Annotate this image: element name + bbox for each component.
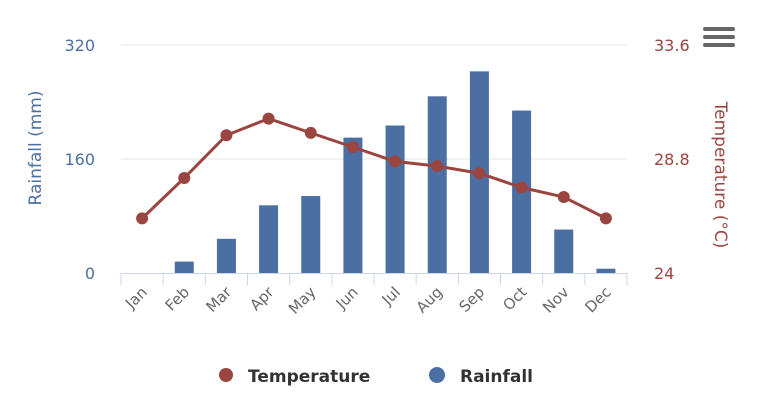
right-axis-tick-label: 24 [654, 264, 674, 283]
x-axis-tick-label: Jul [378, 283, 404, 309]
legend-marker-rainfall [429, 367, 445, 383]
x-axis-tick-label: Oct [499, 283, 530, 314]
temperature-point-dec [599, 212, 612, 225]
x-axis-tick-label: Mar [202, 283, 235, 316]
temperature-line [141, 117, 607, 220]
right-axis-tick-label: 33.6 [654, 36, 690, 55]
left-axis-tick-label: 320 [64, 36, 95, 55]
temperature-point-feb [178, 172, 191, 184]
temperature-point-mar [220, 129, 233, 142]
x-axis-tick-label: Jun [332, 283, 362, 313]
legend-item-temperature[interactable]: Temperature [219, 367, 370, 387]
temperature-point-jan [136, 212, 149, 225]
temperature-point-jul [389, 155, 402, 168]
x-axis-tick-label: Sep [456, 283, 489, 316]
bar-rainfall-aug [427, 96, 447, 273]
legend-item-rainfall[interactable]: Rainfall [429, 367, 533, 387]
bar-rainfall-mar [216, 238, 236, 273]
right-axis-tick-label: 28.8 [654, 150, 690, 169]
bar-rainfall-may [301, 196, 321, 273]
temperature-point-nov [557, 191, 570, 203]
temperature-point-jun [346, 141, 359, 154]
legend-label-rainfall: Rainfall [460, 367, 533, 387]
temperature-point-sep [473, 167, 486, 180]
x-axis-tick-label: Apr [246, 283, 278, 315]
legend-label-temperature: Temperature [248, 367, 370, 387]
temperature-point-may [304, 126, 317, 139]
x-axis-tick-label: May [285, 283, 320, 318]
bar-rainfall-dec [596, 268, 616, 273]
x-axis-tick-label: Feb [162, 283, 194, 315]
legend-marker-temperature [219, 368, 233, 382]
temperature-point-apr [262, 112, 275, 125]
temperature-point-aug [431, 160, 444, 173]
temperature-point-oct [515, 181, 528, 194]
bar-rainfall-jun [343, 137, 363, 273]
hamburger-menu-icon[interactable] [703, 27, 735, 47]
x-axis-tick-label: Dec [581, 283, 614, 316]
right-axis-title: Temperature (°C) [710, 101, 730, 249]
left-axis-tick-label: 0 [85, 264, 95, 283]
x-axis-tick-label: Nov [539, 283, 573, 317]
bar-rainfall-apr [259, 205, 279, 273]
bar-rainfall-feb [174, 261, 194, 273]
left-axis-title: Rainfall (mm) [26, 91, 46, 206]
x-axis-tick-label: Aug [413, 283, 446, 316]
bar-rainfall-nov [554, 229, 574, 273]
x-axis-tick-label: Jan [121, 283, 151, 313]
left-axis-tick-label: 160 [64, 150, 95, 169]
bar-rainfall-jul [385, 125, 405, 273]
